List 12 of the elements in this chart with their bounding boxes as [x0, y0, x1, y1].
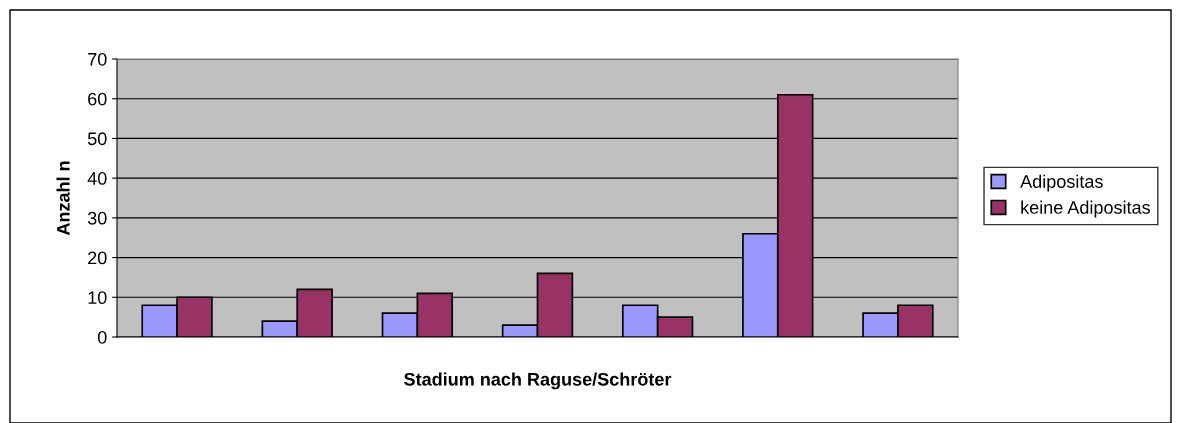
y-tick-label: 10 [88, 291, 107, 305]
legend-label: Adipositas [1020, 174, 1103, 192]
y-axis-title: Anzahl n [56, 161, 70, 236]
y-tick-label: 30 [87, 211, 107, 225]
y-tick-label: 0 [97, 330, 107, 344]
y-tick-label: 20 [88, 251, 107, 265]
y-tick-label: 60 [88, 92, 107, 106]
y-tick-label: 40 [87, 172, 107, 185]
x-axis-title: Stadium nach Raguse/Schröter [404, 372, 672, 390]
y-tick-label: 70 [88, 52, 107, 66]
y-tick-label: 50 [87, 132, 107, 146]
legend-label: keine Adipositas [1021, 200, 1150, 218]
